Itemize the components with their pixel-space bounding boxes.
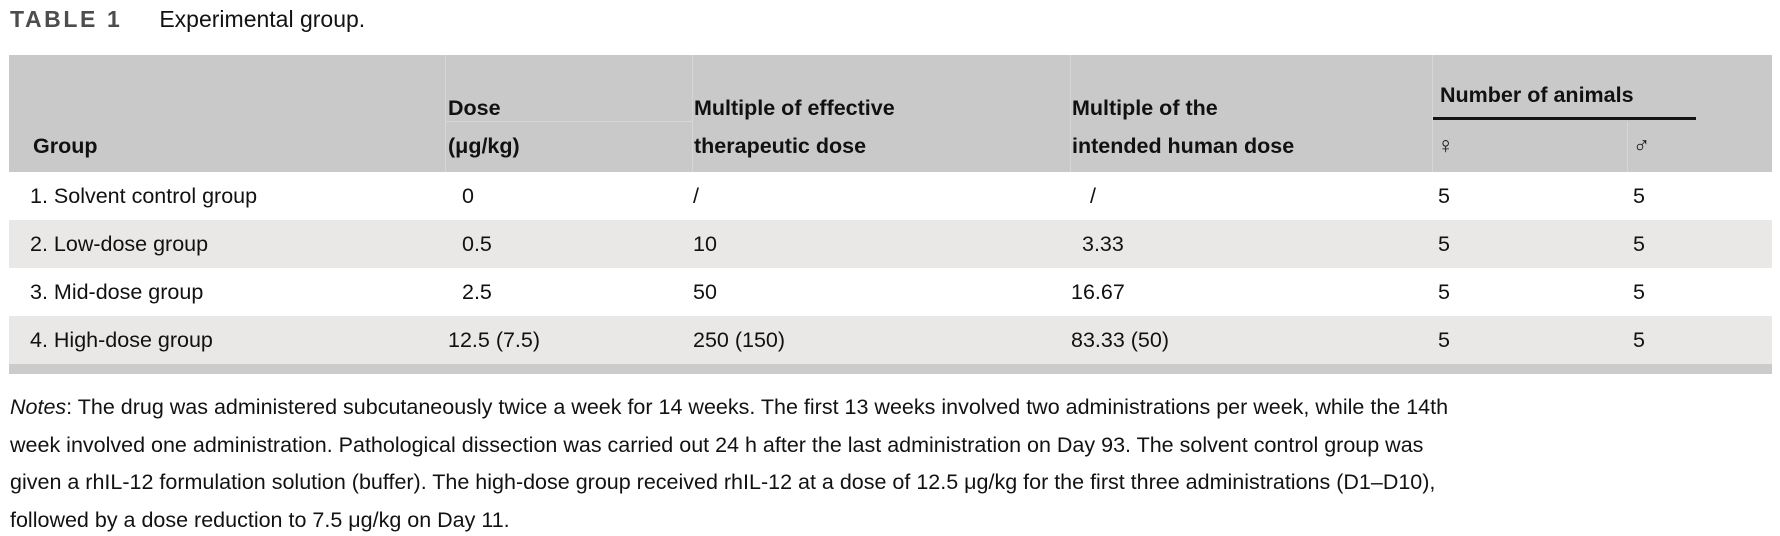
cell-female-count: 5 bbox=[1438, 183, 1450, 208]
cell-female-count: 5 bbox=[1438, 231, 1450, 256]
cell-male-count: 5 bbox=[1633, 231, 1645, 256]
header-divider bbox=[445, 55, 446, 172]
cell-female-count: 5 bbox=[1438, 279, 1450, 304]
header-group: Group bbox=[33, 134, 98, 158]
experimental-group-table: Group Dose (μg/kg) Multiple of effective… bbox=[9, 55, 1772, 374]
cell-human-multiple: 16.67 bbox=[1071, 279, 1125, 304]
notes-line-2: week involved one administration. Pathol… bbox=[10, 432, 1424, 457]
table-row: 4. High-dose group 12.5 (7.5) 250 (150) … bbox=[9, 316, 1772, 364]
cell-female-count: 5 bbox=[1438, 327, 1450, 352]
header-divider bbox=[445, 121, 692, 122]
cell-group: 2. Low-dose group bbox=[30, 231, 209, 256]
female-icon: ♀ bbox=[1437, 131, 1455, 158]
table-row: 2. Low-dose group 0.5 10 3.33 5 5 bbox=[9, 220, 1772, 268]
male-icon: ♂ bbox=[1633, 131, 1651, 158]
cell-effective-multiple: 250 (150) bbox=[693, 327, 786, 352]
header-human-multiple: Multiple of the intended human dose bbox=[1072, 96, 1295, 158]
cell-male-count: 5 bbox=[1633, 327, 1645, 352]
header-female-symbol: ♀ bbox=[1432, 122, 1627, 172]
animals-spanner-rule bbox=[1432, 117, 1696, 120]
cell-male-count: 5 bbox=[1633, 183, 1645, 208]
cell-male-count: 5 bbox=[1633, 279, 1645, 304]
table-number-label: TABLE 1 bbox=[10, 6, 123, 32]
table-header: Group Dose (μg/kg) Multiple of effective… bbox=[9, 55, 1772, 172]
notes-line-1: Notes: The drug was administered subcuta… bbox=[10, 395, 1449, 419]
notes-line-3: given a rhIL-12 formulation solution (bu… bbox=[10, 470, 1436, 494]
header-divider bbox=[1627, 122, 1628, 172]
notes-label: Notes bbox=[10, 395, 67, 419]
header-dose: Dose (μg/kg) bbox=[448, 96, 520, 158]
cell-effective-multiple: 10 bbox=[693, 231, 717, 256]
header-divider bbox=[1070, 55, 1071, 172]
header-effective-multiple: Multiple of effective therapeutic dose bbox=[694, 96, 895, 158]
table-bottom-rule bbox=[9, 364, 1772, 374]
header-male-symbol: ♂ bbox=[1627, 122, 1772, 172]
table-row: 3. Mid-dose group 2.5 50 16.67 5 5 bbox=[9, 268, 1772, 316]
cell-group: 3. Mid-dose group bbox=[30, 279, 204, 304]
cell-human-multiple: 3.33 bbox=[1082, 231, 1124, 256]
cell-group: 1. Solvent control group bbox=[30, 183, 258, 208]
table-row: 1. Solvent control group 0 / / 5 5 bbox=[9, 172, 1772, 220]
table-caption-row: TABLE 1 Experimental group. bbox=[10, 6, 365, 33]
cell-human-multiple: / bbox=[1090, 183, 1096, 208]
table-notes: Notes: The drug was administered subcuta… bbox=[10, 389, 1770, 536]
header-divider bbox=[1432, 55, 1433, 172]
header-number-of-animals: Number of animals bbox=[1432, 55, 1772, 122]
notes-line-4: followed by a dose reduction to 7.5 μg/k… bbox=[10, 507, 510, 532]
cell-dose: 2.5 bbox=[462, 279, 492, 304]
table-caption-text: Experimental group. bbox=[159, 6, 366, 32]
cell-group: 4. High-dose group bbox=[30, 327, 213, 352]
cell-dose: 0.5 bbox=[462, 231, 492, 256]
cell-human-multiple: 83.33 (50) bbox=[1071, 327, 1170, 352]
header-divider bbox=[692, 55, 693, 172]
cell-dose: 12.5 (7.5) bbox=[448, 327, 541, 352]
cell-effective-multiple: / bbox=[693, 183, 699, 208]
cell-effective-multiple: 50 bbox=[693, 279, 717, 304]
cell-dose: 0 bbox=[462, 183, 474, 208]
